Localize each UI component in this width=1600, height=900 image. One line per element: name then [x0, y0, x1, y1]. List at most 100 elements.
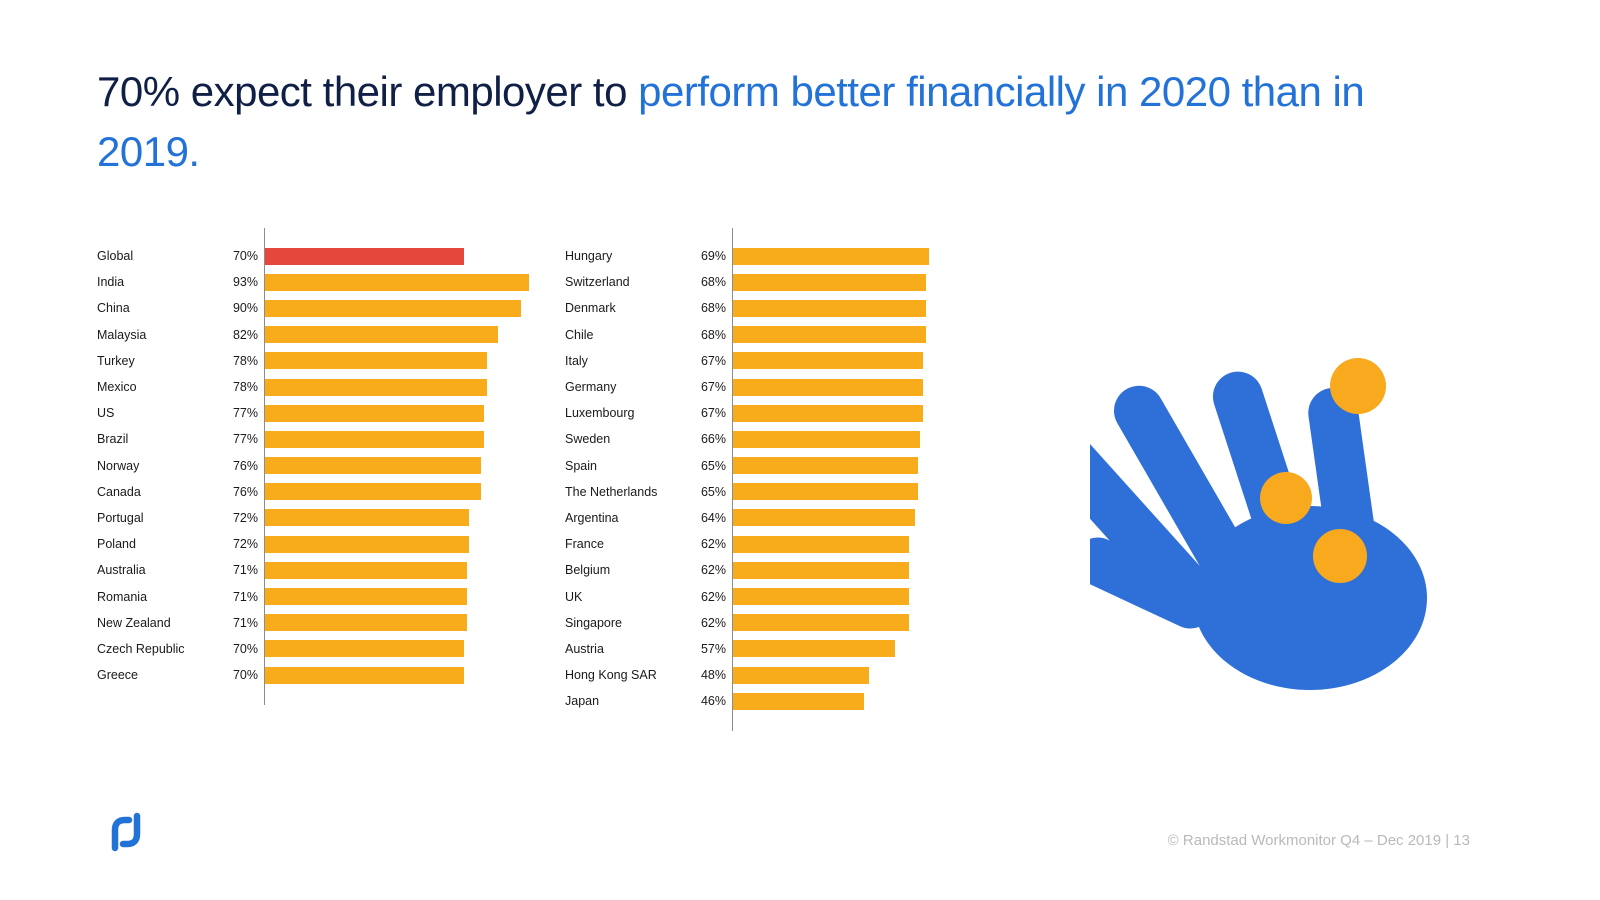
coin-icon	[1260, 472, 1312, 524]
bar-track	[733, 326, 927, 344]
bar-highlighted	[265, 247, 464, 265]
bar-track	[733, 273, 927, 291]
chart-row: Denmark 68%	[565, 295, 929, 321]
hand-coins-icon	[1090, 358, 1427, 690]
bar-track	[733, 509, 915, 527]
bar-track	[265, 299, 521, 317]
footer-credit: © Randstad Workmonitor Q4 – Dec 2019 | 1…	[1167, 832, 1470, 849]
chart-row: Global 70%	[97, 243, 529, 269]
chart-row: Japan 46%	[565, 688, 929, 714]
country-label: Czech Republic	[97, 641, 185, 656]
bar-track	[733, 404, 924, 422]
bar-track	[733, 666, 870, 684]
bar	[265, 588, 467, 606]
bar	[733, 430, 921, 448]
randstad-logo	[106, 812, 146, 852]
title-text-accent: perform better financially in 2020 than …	[97, 68, 1365, 176]
country-label: India	[97, 275, 125, 290]
value-label: 77%	[232, 406, 258, 421]
bar-track	[733, 483, 918, 501]
bar-track	[265, 509, 470, 527]
bar	[265, 457, 481, 475]
bar	[733, 247, 929, 265]
bar	[265, 378, 487, 396]
bar	[733, 404, 924, 422]
country-label: Global	[97, 249, 134, 264]
country-label: US	[97, 406, 115, 421]
randstad-logo-icon	[111, 812, 141, 852]
bar	[265, 326, 498, 344]
country-label: Singapore	[565, 615, 622, 630]
bar-track	[733, 561, 910, 579]
chart-row: Belgium 62%	[565, 557, 929, 583]
country-label: The Netherlands	[565, 484, 658, 499]
value-label: 68%	[700, 327, 726, 342]
value-label: 78%	[232, 380, 258, 395]
bar	[265, 666, 464, 684]
country-label: Romania	[97, 589, 148, 604]
chart-row: Austria 57%	[565, 636, 929, 662]
page-title: 70% expect their employer to perform bet…	[97, 62, 1397, 182]
country-label: Sweden	[565, 432, 611, 447]
coin-icon	[1330, 358, 1386, 414]
value-label: 65%	[700, 484, 726, 499]
value-label: 64%	[700, 510, 726, 525]
bar	[265, 404, 484, 422]
country-label: Canada	[97, 484, 141, 499]
bar-track	[265, 326, 498, 344]
bar-track	[265, 457, 481, 475]
bar	[733, 561, 910, 579]
coin-icon	[1313, 529, 1367, 583]
country-label: Hungary	[565, 249, 613, 264]
country-label: Argentina	[565, 510, 619, 525]
value-label: 93%	[232, 275, 258, 290]
chart-row: Hong Kong SAR 48%	[565, 662, 929, 688]
bar-track	[265, 483, 481, 501]
chart-row: France 62%	[565, 531, 929, 557]
bar	[733, 457, 918, 475]
value-label: 82%	[232, 327, 258, 342]
chart-row: Luxembourg 67%	[565, 400, 929, 426]
title-text-dark: 70% expect their employer to	[97, 68, 639, 115]
country-label: Malaysia	[97, 327, 147, 342]
country-label: New Zealand	[97, 615, 171, 630]
value-label: 66%	[700, 432, 726, 447]
value-label: 62%	[700, 537, 726, 552]
country-label: Luxembourg	[565, 406, 635, 421]
country-label: Austria	[565, 641, 604, 656]
bar	[733, 692, 864, 710]
value-label: 90%	[232, 301, 258, 316]
country-label: Spain	[565, 458, 597, 473]
chart-row: Norway 76%	[97, 453, 529, 479]
bar	[265, 535, 470, 553]
value-label: 71%	[232, 615, 258, 630]
country-label: Belgium	[565, 563, 611, 578]
value-label: 62%	[700, 589, 726, 604]
bar	[265, 561, 467, 579]
value-label: 46%	[700, 694, 726, 709]
chart-row: Canada 76%	[97, 479, 529, 505]
value-label: 76%	[232, 458, 258, 473]
chart-row: India 93%	[97, 269, 530, 295]
country-label: Norway	[97, 458, 140, 473]
chart-row: UK 62%	[565, 583, 929, 609]
bar	[733, 299, 927, 317]
bar	[733, 483, 918, 501]
value-label: 76%	[232, 484, 258, 499]
country-label: Chile	[565, 327, 594, 342]
country-label: Italy	[565, 353, 588, 368]
country-label: Greece	[97, 668, 138, 683]
chart-row: Hungary 69%	[565, 243, 929, 269]
country-label: Mexico	[97, 380, 137, 395]
bar	[733, 535, 910, 553]
bar-track	[733, 299, 927, 317]
bar-chart-column-left: Global 70% India 93% China 90% Malaysia 82% Turk…	[97, 228, 530, 706]
bar-track	[733, 352, 924, 370]
value-label: 67%	[700, 406, 726, 421]
value-label: 68%	[700, 301, 726, 316]
chart-row: China 90%	[97, 295, 529, 321]
bar	[733, 378, 924, 396]
value-label: 65%	[700, 458, 726, 473]
country-label: Australia	[97, 563, 146, 578]
